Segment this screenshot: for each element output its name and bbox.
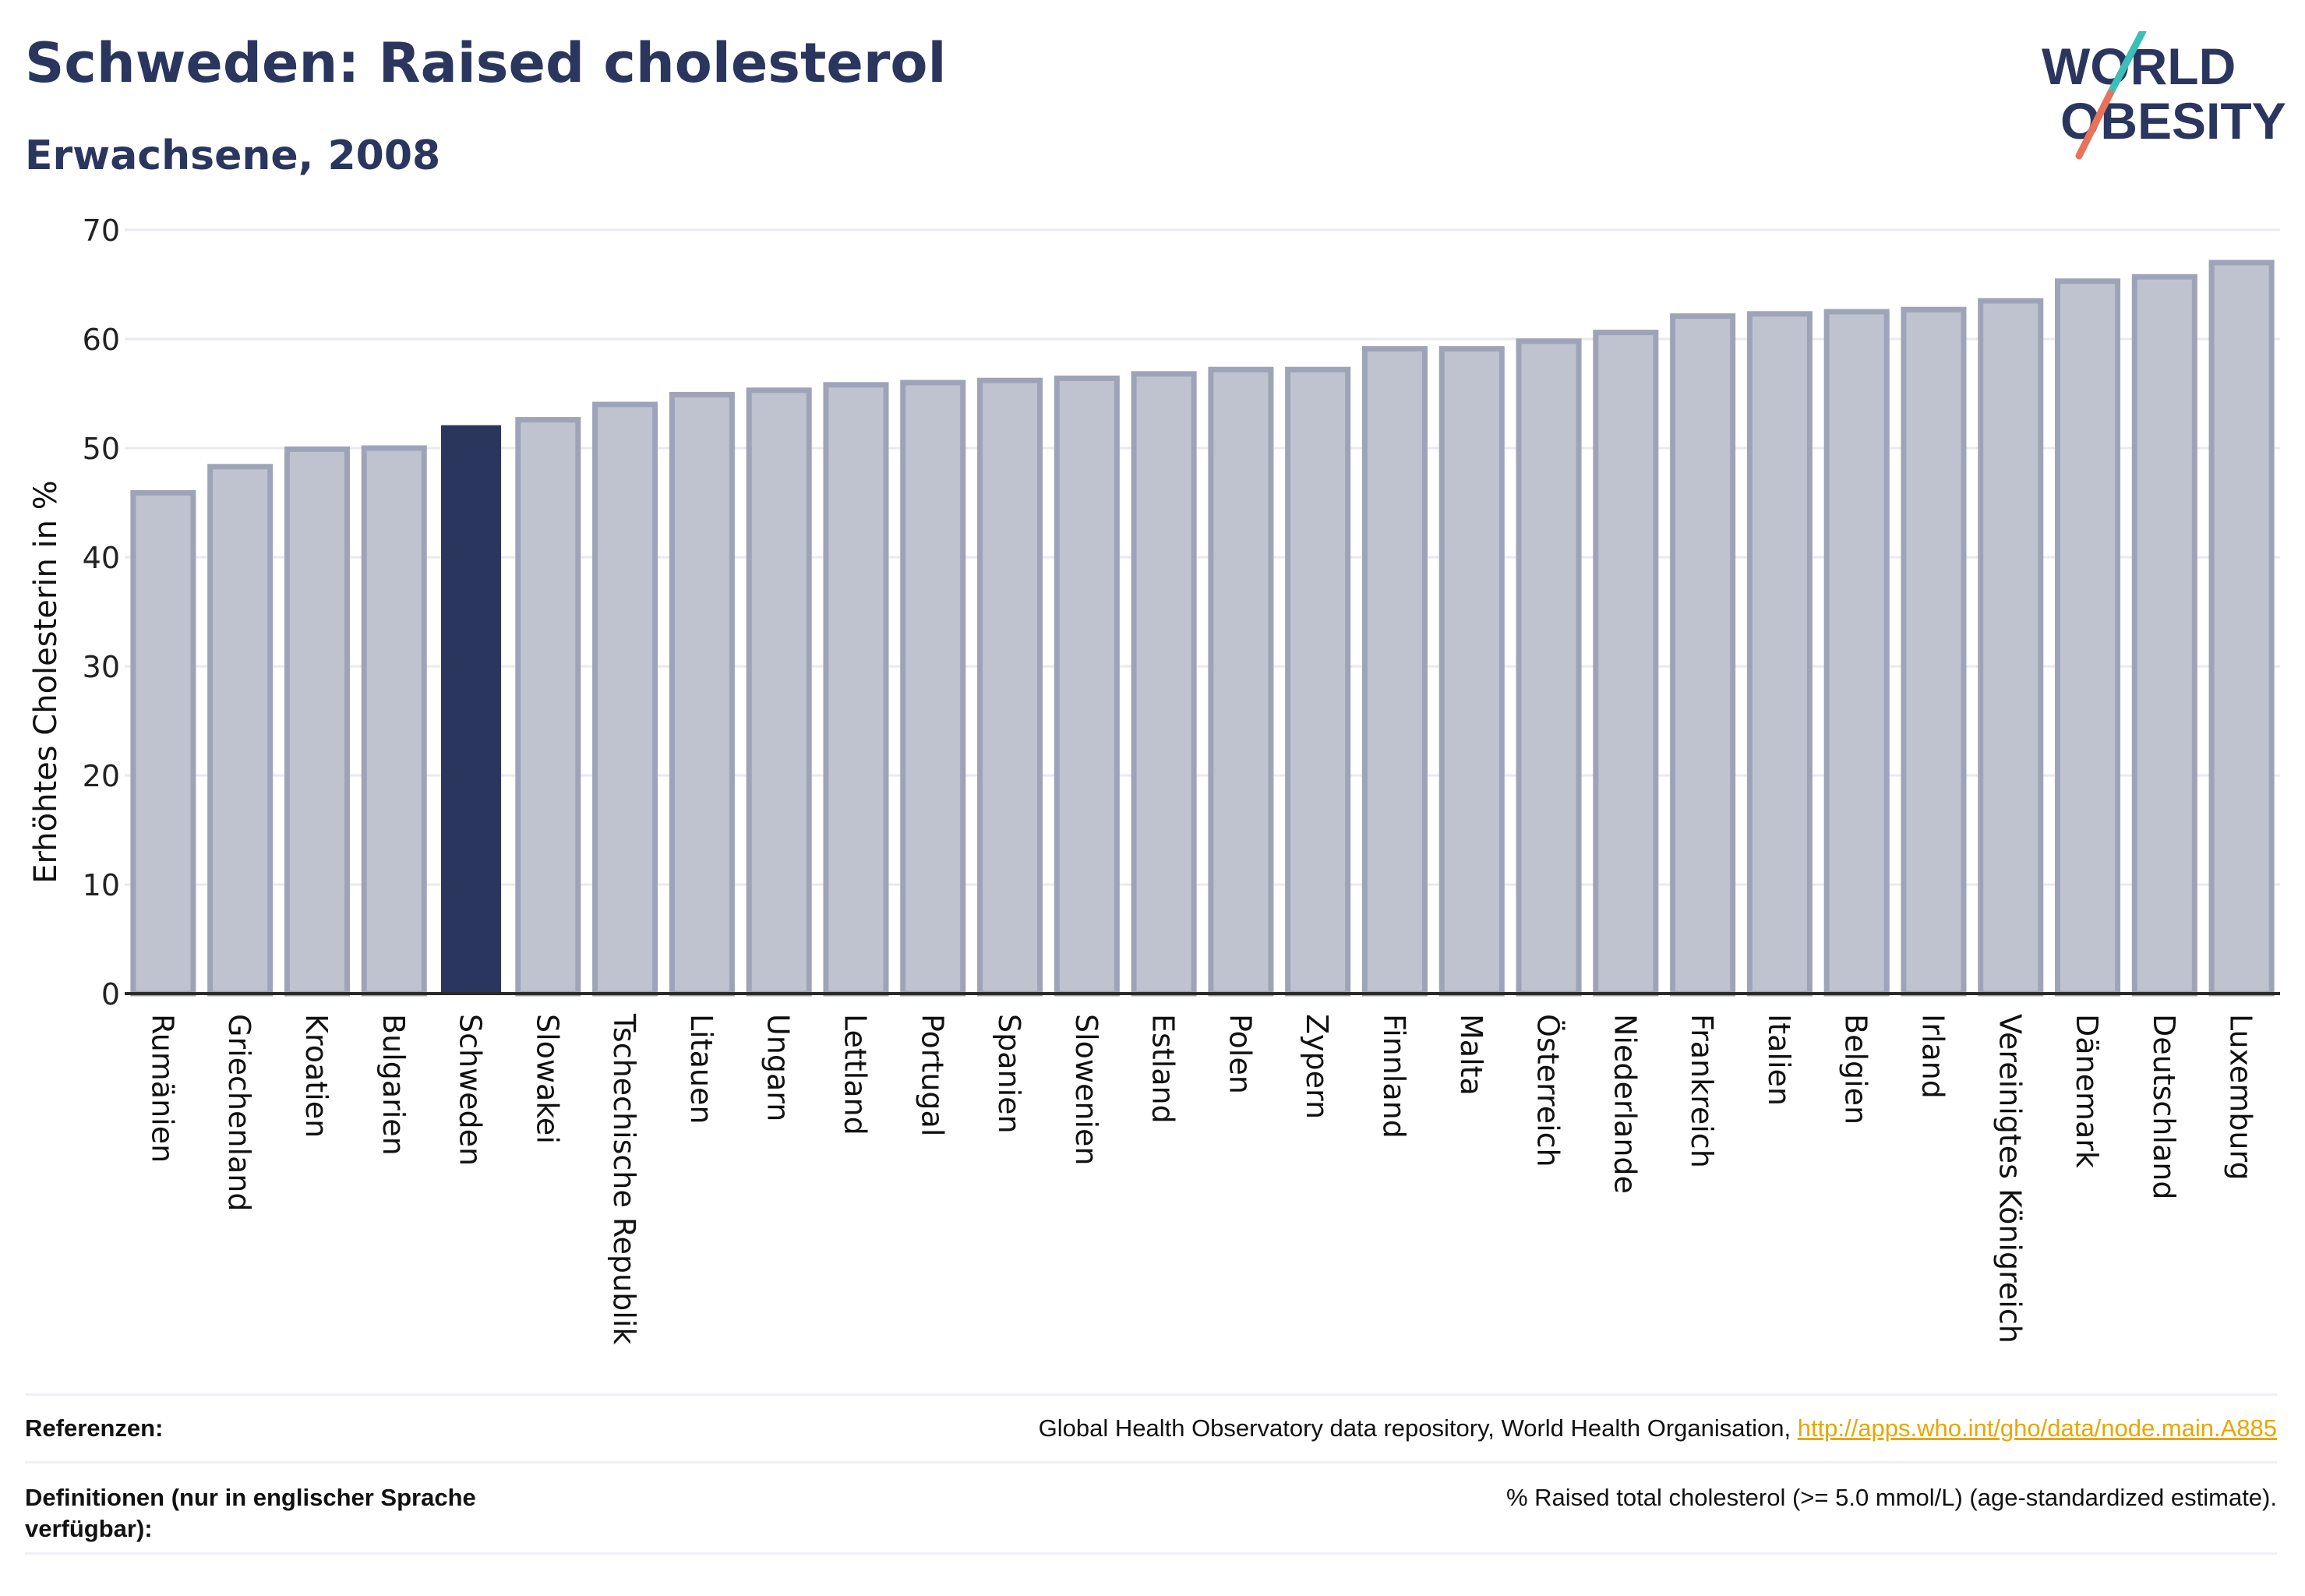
bar-lettland[interactable] <box>823 382 889 997</box>
bar-zypern[interactable] <box>1285 366 1351 997</box>
x-tick-label: Belgien <box>1839 1014 1873 1125</box>
bar-frankreich[interactable] <box>1670 313 1736 997</box>
bar-estland[interactable] <box>1131 371 1197 997</box>
y-tick-label: 20 <box>83 759 120 793</box>
x-tick-label: Schweden <box>454 1014 488 1166</box>
y-tick-label: 10 <box>83 868 120 902</box>
x-tick-label: Malta <box>1454 1014 1488 1096</box>
x-tick-label: Lettland <box>838 1014 872 1135</box>
bar-malta[interactable] <box>1438 346 1505 997</box>
bar-kroatien[interactable] <box>284 446 350 997</box>
logo-line1: WORLD <box>2042 37 2236 95</box>
x-tick-label: Polen <box>1223 1014 1257 1094</box>
bar-portugal[interactable] <box>900 380 966 997</box>
x-tick-label: Zypern <box>1300 1014 1334 1119</box>
bar-luxemburg[interactable] <box>2208 260 2275 997</box>
bar-litauen[interactable] <box>669 391 735 997</box>
y-axis-ticks: 0 10 20 30 40 50 60 70 <box>83 214 120 1012</box>
y-axis-title: Erhöhtes Cholesterin in % <box>28 480 64 883</box>
x-tick-label: Rumänien <box>145 1014 179 1163</box>
x-tick-label: Portugal <box>915 1014 949 1136</box>
bar-slowakei[interactable] <box>515 417 581 997</box>
bar-slowenien[interactable] <box>1054 375 1120 997</box>
bar-chart: 0 10 20 30 40 50 60 70 Rumänien Griechenland Kroa… <box>28 214 2280 1344</box>
chart-subtitle: Erwachsene, 2008 <box>25 132 441 179</box>
bar-griechenland[interactable] <box>207 464 274 997</box>
x-tick-label: Slowenien <box>1069 1014 1103 1166</box>
bar-bulgarien[interactable] <box>361 445 427 997</box>
x-tick-label: Griechenland <box>222 1014 256 1212</box>
x-axis-labels: Rumänien Griechenland Kroatien Bulgarien Sch… <box>145 1013 2257 1344</box>
bar-rumänien[interactable] <box>130 489 196 997</box>
y-tick-label: 70 <box>83 214 120 248</box>
x-tick-label: Österreich <box>1531 1014 1565 1167</box>
bar-dänemark[interactable] <box>2055 278 2121 997</box>
x-tick-label: Spanien <box>992 1014 1026 1134</box>
chart-title: Schweden: Raised cholesterol <box>25 31 947 95</box>
bar-polen[interactable] <box>1208 366 1274 997</box>
references-text: Global Health Observatory data repositor… <box>1038 1414 1798 1442</box>
x-tick-label: Irland <box>1915 1014 1950 1099</box>
bar-tschechische-republik[interactable] <box>592 401 658 997</box>
x-tick-label: Vereinigtes Königreich <box>1993 1014 2027 1344</box>
y-tick-label: 40 <box>83 541 120 575</box>
bar-belgien[interactable] <box>1823 309 1890 997</box>
bars <box>130 260 2275 997</box>
bar-irland[interactable] <box>1901 306 1967 997</box>
definitions-row: Definitionen (nur in englischer Sprache … <box>25 1461 2277 1555</box>
x-tick-label: Litauen <box>684 1014 718 1124</box>
bar-ungarn[interactable] <box>746 387 812 997</box>
x-tick-label: Luxemburg <box>2224 1014 2258 1181</box>
bar-italien[interactable] <box>1746 311 1813 997</box>
bar-schweden[interactable] <box>441 425 502 994</box>
bar-spanien[interactable] <box>977 377 1043 997</box>
bar-finnland[interactable] <box>1361 346 1428 997</box>
x-tick-label: Tschechische Republik <box>607 1013 641 1344</box>
logo-slash-bottom <box>2075 90 2114 160</box>
references-row: Referenzen: Global Health Observatory da… <box>25 1393 2277 1461</box>
world-obesity-logo: WORLD OBESITY <box>2042 31 2286 160</box>
definitions-value: % Raised total cholesterol (>= 5.0 mmol/… <box>1505 1484 2277 1511</box>
y-tick-label: 60 <box>83 323 120 357</box>
references-link[interactable]: http://apps.who.int/gho/data/node.main.A… <box>1797 1414 2277 1442</box>
y-tick-label: 30 <box>83 650 120 684</box>
x-tick-label: Slowakei <box>530 1014 564 1144</box>
x-tick-label: Niederlande <box>1608 1014 1642 1194</box>
references-table: Referenzen: Global Health Observatory da… <box>25 1393 2277 1555</box>
y-tick-label: 0 <box>101 977 120 1012</box>
bar-österreich[interactable] <box>1516 338 1582 997</box>
x-tick-label: Bulgarien <box>376 1014 411 1156</box>
x-tick-label: Frankreich <box>1685 1014 1719 1168</box>
x-tick-label: Estland <box>1146 1014 1181 1124</box>
x-tick-label: Dänemark <box>2070 1014 2104 1168</box>
x-tick-label: Kroatien <box>299 1014 334 1138</box>
references-value: Global Health Observatory data repositor… <box>1039 1413 2277 1444</box>
x-tick-label: Finnland <box>1377 1014 1411 1139</box>
logo-slash-top <box>2106 31 2147 97</box>
bar-vereinigtes-königreich[interactable] <box>1978 298 2044 997</box>
references-label: Referenzen: <box>25 1414 164 1442</box>
x-tick-label: Ungarn <box>761 1014 796 1121</box>
x-tick-label: Italien <box>1762 1014 1796 1106</box>
y-tick-label: 50 <box>83 432 120 466</box>
x-tick-label: Deutschland <box>2147 1014 2181 1199</box>
bar-niederlande[interactable] <box>1593 330 1659 997</box>
definitions-label: Definitionen (nur in englischer Sprache … <box>25 1484 476 1542</box>
bar-deutschland[interactable] <box>2131 274 2197 997</box>
